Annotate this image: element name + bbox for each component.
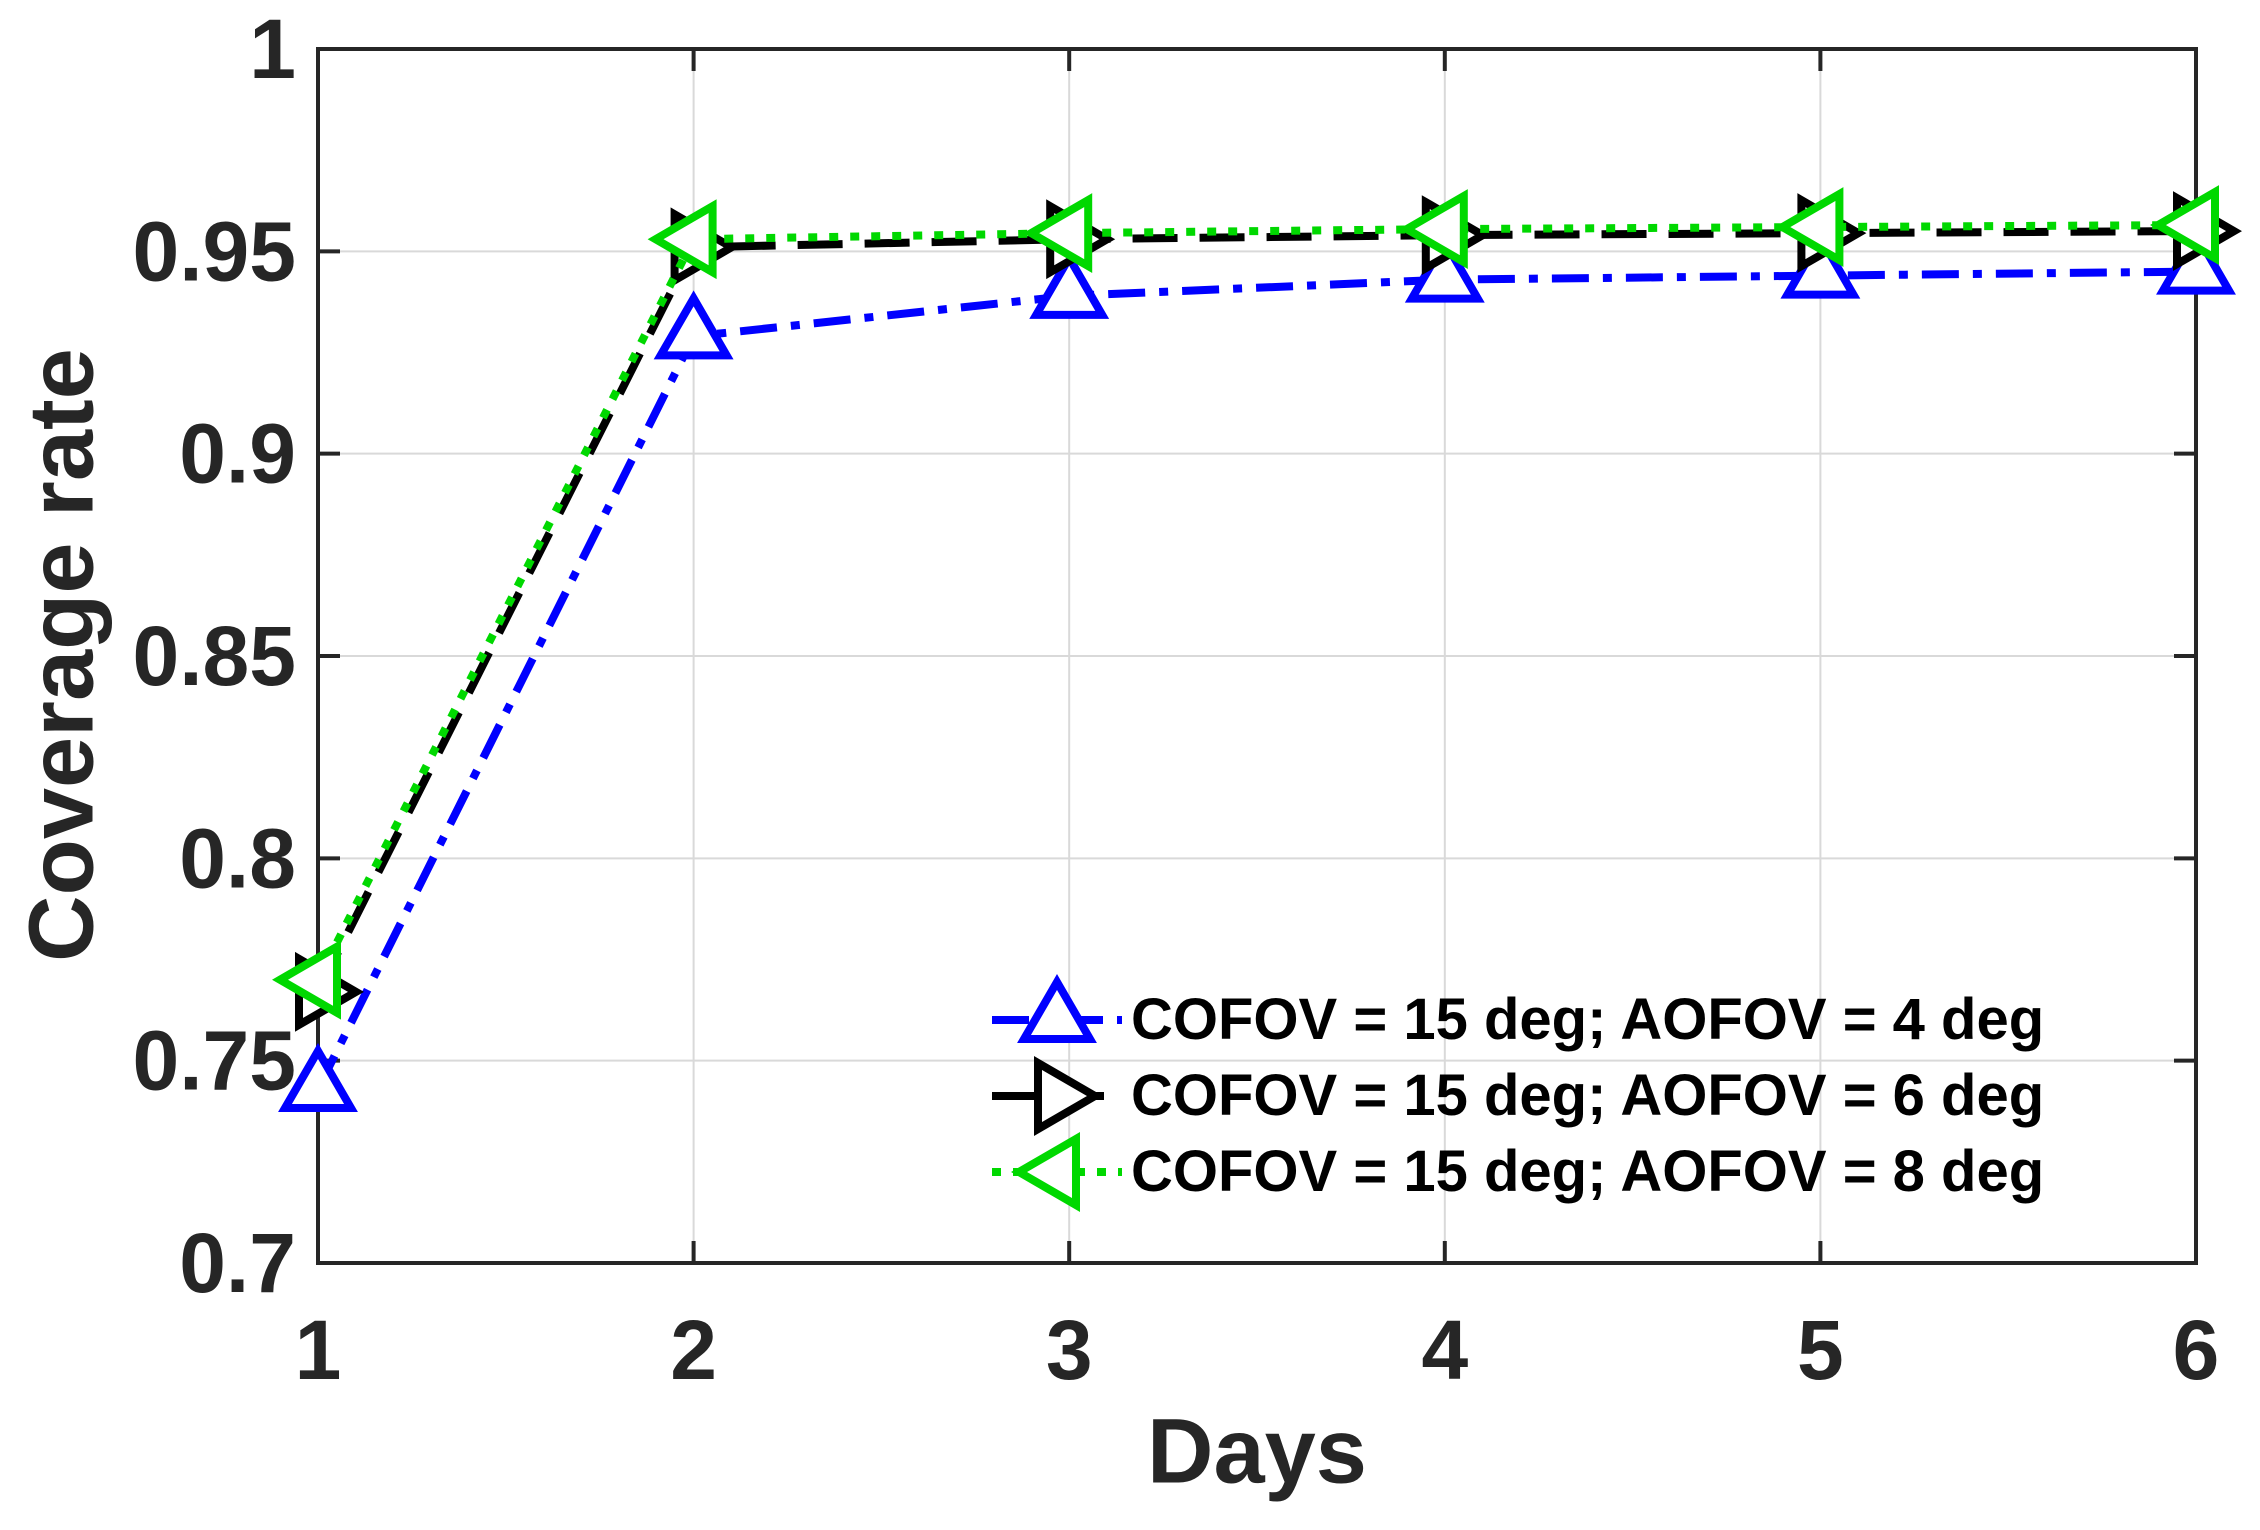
series-line-0: [314, 267, 2197, 1091]
series-line-2: [314, 221, 2197, 982]
legend-marker-triangle-up-icon: [992, 974, 1122, 1043]
x-tick-label: 2: [670, 1303, 717, 1397]
y-tick-label: 1: [249, 2, 296, 96]
data-marker-triangle-up: [1029, 249, 1110, 319]
series-line-1: [314, 227, 2197, 994]
y-axis-label: Coverage rate: [10, 348, 113, 962]
data-marker-triangle-left: [1023, 193, 1093, 274]
y-tick-label: 0.75: [133, 1014, 297, 1108]
data-marker-triangle-left: [1398, 189, 1468, 270]
legend-marker-triangle-left-icon: [992, 1132, 1122, 1212]
legend-label: COFOV = 15 deg; AOFOV = 6 deg: [1131, 1063, 2045, 1128]
y-tick-label: 0.7: [179, 1216, 296, 1310]
legend-label: COFOV = 15 deg; AOFOV = 4 deg: [1131, 987, 2045, 1052]
legend-entry-aofov-4: COFOV = 15 deg; AOFOV = 4 deg: [990, 972, 2190, 1068]
x-tick-label: 6: [2173, 1303, 2220, 1397]
data-marker-triangle-left: [272, 939, 341, 1020]
x-tick-label: 1: [295, 1303, 342, 1397]
x-tick-label: 3: [1046, 1303, 1093, 1397]
legend-marker: [1017, 974, 1097, 1043]
y-tick-label: 0.95: [133, 204, 297, 298]
legend-marker: [1011, 1132, 1080, 1212]
x-tick-label: 4: [1421, 1303, 1468, 1397]
legend-marker: [1034, 1056, 1103, 1136]
legend-marker-triangle-right-icon: [992, 1056, 1122, 1136]
legend-entry-aofov-8: COFOV = 15 deg; AOFOV = 8 deg: [990, 1124, 2190, 1220]
data-marker-triangle-left: [1774, 187, 1844, 267]
y-tick-label: 0.85: [133, 609, 297, 703]
legend-label: COFOV = 15 deg; AOFOV = 8 deg: [1131, 1139, 2045, 1204]
data-marker-triangle-up: [653, 290, 734, 360]
data-marker-triangle-left: [2150, 185, 2219, 265]
y-tick-label: 0.9: [179, 407, 296, 501]
y-tick-label: 0.8: [179, 811, 296, 905]
x-axis-label: Days: [1147, 1400, 1367, 1503]
x-tick-label: 5: [1797, 1303, 1844, 1397]
data-marker-triangle-up: [278, 1043, 358, 1112]
data-marker-triangle-left: [647, 199, 717, 280]
legend-entry-aofov-6: COFOV = 15 deg; AOFOV = 6 deg: [990, 1048, 2190, 1144]
